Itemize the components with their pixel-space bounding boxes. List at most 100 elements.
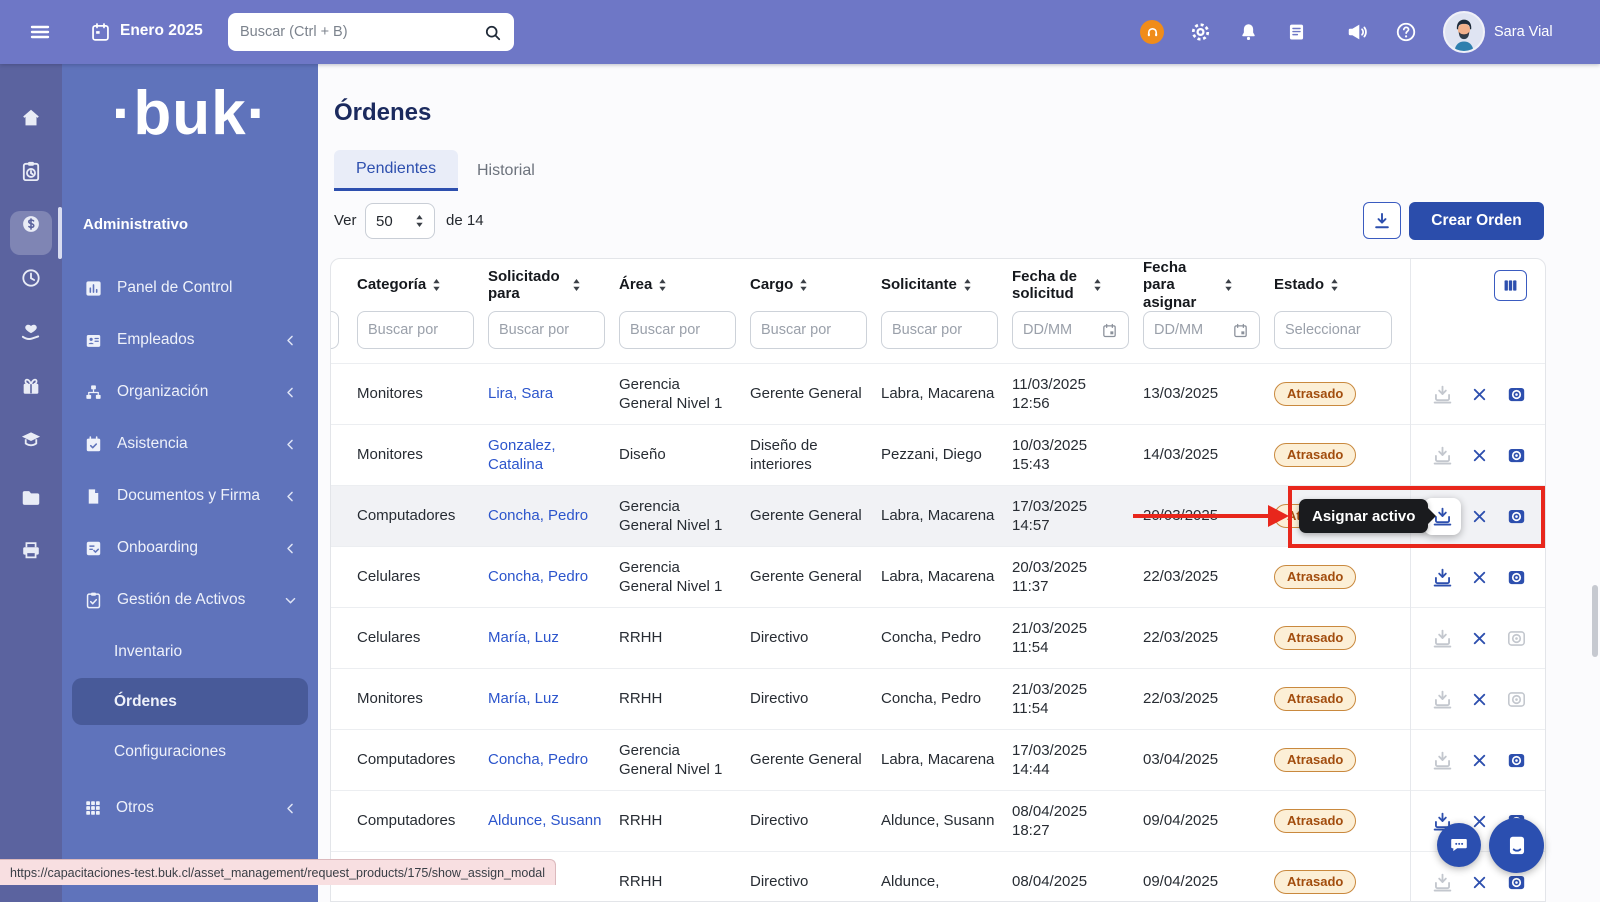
view-icon[interactable]: [1506, 567, 1527, 588]
scrollbar-thumb[interactable]: [1592, 585, 1598, 657]
sidebar-item-asistencia[interactable]: Asistencia: [62, 418, 318, 470]
gift-icon[interactable]: [20, 375, 42, 397]
cell-solicitado-link[interactable]: Concha, Pedro: [488, 730, 619, 790]
status-badge: Atrasado: [1274, 809, 1356, 834]
avatar[interactable]: [1443, 11, 1485, 53]
sidebar-subitem-inventario[interactable]: Inventario: [62, 626, 318, 677]
view-icon[interactable]: [1506, 384, 1527, 405]
clock-icon[interactable]: [20, 267, 42, 289]
current-period-label[interactable]: Enero 2025: [120, 22, 203, 40]
sort-icon[interactable]: [658, 278, 667, 292]
cell-area: Gerencia General Nivel 1: [619, 730, 750, 790]
columns-config-button[interactable]: [1494, 270, 1527, 301]
sidebar-subitem-configuraciones[interactable]: Configuraciones: [62, 726, 318, 777]
close-icon[interactable]: [1470, 751, 1489, 770]
filter-solicitado-input[interactable]: [499, 312, 594, 348]
cell-solicitado-link[interactable]: Aldunce, Susann: [488, 791, 619, 851]
page-size-select[interactable]: 50: [365, 203, 435, 239]
sidebar-item-onboarding[interactable]: Onboarding: [62, 522, 318, 574]
sidebar-item-empleados[interactable]: Empleados: [62, 314, 318, 366]
filter-solicitante-input[interactable]: [892, 312, 987, 348]
cell-solicitado-link[interactable]: María, Luz: [488, 669, 619, 729]
sidebar-item-documentos-y-firma[interactable]: Documentos y Firma: [62, 470, 318, 522]
megaphone-icon[interactable]: [1346, 21, 1368, 43]
view-icon[interactable]: [1506, 750, 1527, 771]
close-icon[interactable]: [1470, 690, 1489, 709]
close-icon[interactable]: [1470, 629, 1489, 648]
clipped-filter-input[interactable]: [330, 311, 339, 349]
cell-solicitado-link[interactable]: Concha, Pedro: [488, 547, 619, 607]
bell-icon[interactable]: [1238, 22, 1259, 43]
filter-fecha-solicitud-input[interactable]: [1023, 312, 1095, 348]
filter-fecha-asignar-input[interactable]: [1154, 312, 1226, 348]
user-name[interactable]: Sara Vial: [1494, 24, 1553, 40]
help-icon[interactable]: [1395, 21, 1417, 43]
calendar-icon[interactable]: [1101, 322, 1118, 339]
cell-cargo: Diseño de interiores: [750, 425, 881, 485]
cell-solicitado-link[interactable]: Lira, Sara: [488, 364, 619, 424]
filter-cargo-input[interactable]: [761, 312, 856, 348]
calendar-icon[interactable]: [90, 22, 111, 43]
view-icon[interactable]: [1506, 445, 1527, 466]
money-icon[interactable]: [20, 213, 42, 235]
sort-icon[interactable]: [432, 278, 441, 292]
sort-icon[interactable]: [1093, 278, 1102, 292]
tab-pendientes[interactable]: Pendientes: [334, 150, 458, 191]
sort-icon[interactable]: [799, 278, 808, 292]
folder-icon[interactable]: [20, 487, 42, 509]
search-input[interactable]: [240, 24, 483, 40]
assign-icon[interactable]: [1432, 567, 1453, 588]
sidebar-item-gestion-de-activos[interactable]: Gestión de Activos: [62, 574, 318, 626]
close-icon[interactable]: [1470, 568, 1489, 587]
close-icon[interactable]: [1470, 873, 1489, 892]
chat-bubble-icon[interactable]: [1437, 823, 1481, 867]
sort-icon[interactable]: [572, 278, 581, 292]
search-icon[interactable]: [483, 23, 502, 42]
cell-solicitado-link[interactable]: Gonzalez, Catalina: [488, 425, 619, 485]
cell-solicitante: Pezzani, Diego: [881, 425, 1012, 485]
calendar-icon[interactable]: [1232, 322, 1249, 339]
close-icon[interactable]: [1470, 385, 1489, 404]
benefits-icon[interactable]: [20, 321, 43, 344]
cell-fecha-solicitud: 20/03/2025: [1012, 559, 1087, 576]
sidebar-item-organizacion[interactable]: Organización: [62, 366, 318, 418]
table-row: Celulares María, Luz RRHH Directivo Conc…: [331, 607, 1545, 668]
asset-orders-icon[interactable]: [20, 160, 43, 183]
table-row: Monitores María, Luz RRHH Directivo Conc…: [331, 668, 1545, 729]
sidebar-subitem-ordenes[interactable]: Órdenes: [72, 678, 308, 725]
close-icon[interactable]: [1470, 446, 1489, 465]
sidebar-item-label: Organización: [117, 383, 208, 401]
cell-cargo: Gerente General: [750, 364, 881, 424]
news-icon[interactable]: [1286, 22, 1307, 43]
create-order-button[interactable]: Crear Orden: [1409, 202, 1544, 240]
filter-area-input[interactable]: [630, 312, 725, 348]
sidebar-item-panel-de-control[interactable]: Panel de Control: [62, 262, 318, 314]
sidebar-item-label: Onboarding: [117, 539, 198, 557]
home-icon[interactable]: [20, 107, 42, 129]
support-icon[interactable]: [1140, 20, 1164, 44]
cell-solicitado-link[interactable]: Concha, Pedro: [488, 486, 619, 546]
cell-solicitante: Aldunce,: [881, 852, 1012, 902]
cell-solicitado-link[interactable]: María, Luz: [488, 608, 619, 668]
sort-icon[interactable]: [963, 278, 972, 292]
total-count-label: de 14: [446, 212, 484, 229]
chat-widget-icon[interactable]: [1489, 818, 1544, 873]
filter-categoria-input[interactable]: [368, 312, 463, 348]
tab-historial[interactable]: Historial: [455, 150, 557, 191]
cell-fecha-solicitud: 21/03/2025: [1012, 620, 1087, 637]
col-solicitante: Solicitante: [881, 259, 1012, 311]
sort-icon[interactable]: [1224, 278, 1233, 292]
education-icon[interactable]: [20, 428, 43, 451]
filter-estado-select[interactable]: Seleccionar: [1274, 311, 1392, 349]
printer-icon[interactable]: [20, 539, 42, 561]
sidebar-item-otros[interactable]: Otros: [62, 782, 318, 834]
select-arrows-icon: [415, 214, 424, 228]
sort-icon[interactable]: [1330, 278, 1339, 292]
gear-icon[interactable]: [1190, 22, 1211, 43]
view-icon[interactable]: [1506, 872, 1527, 893]
export-download-button[interactable]: [1363, 202, 1401, 239]
status-badge: Atrasado: [1274, 443, 1356, 468]
menu-icon[interactable]: [28, 20, 52, 44]
cell-fecha-asignar: 13/03/2025: [1143, 364, 1274, 424]
chevron-left-icon: [283, 385, 298, 400]
